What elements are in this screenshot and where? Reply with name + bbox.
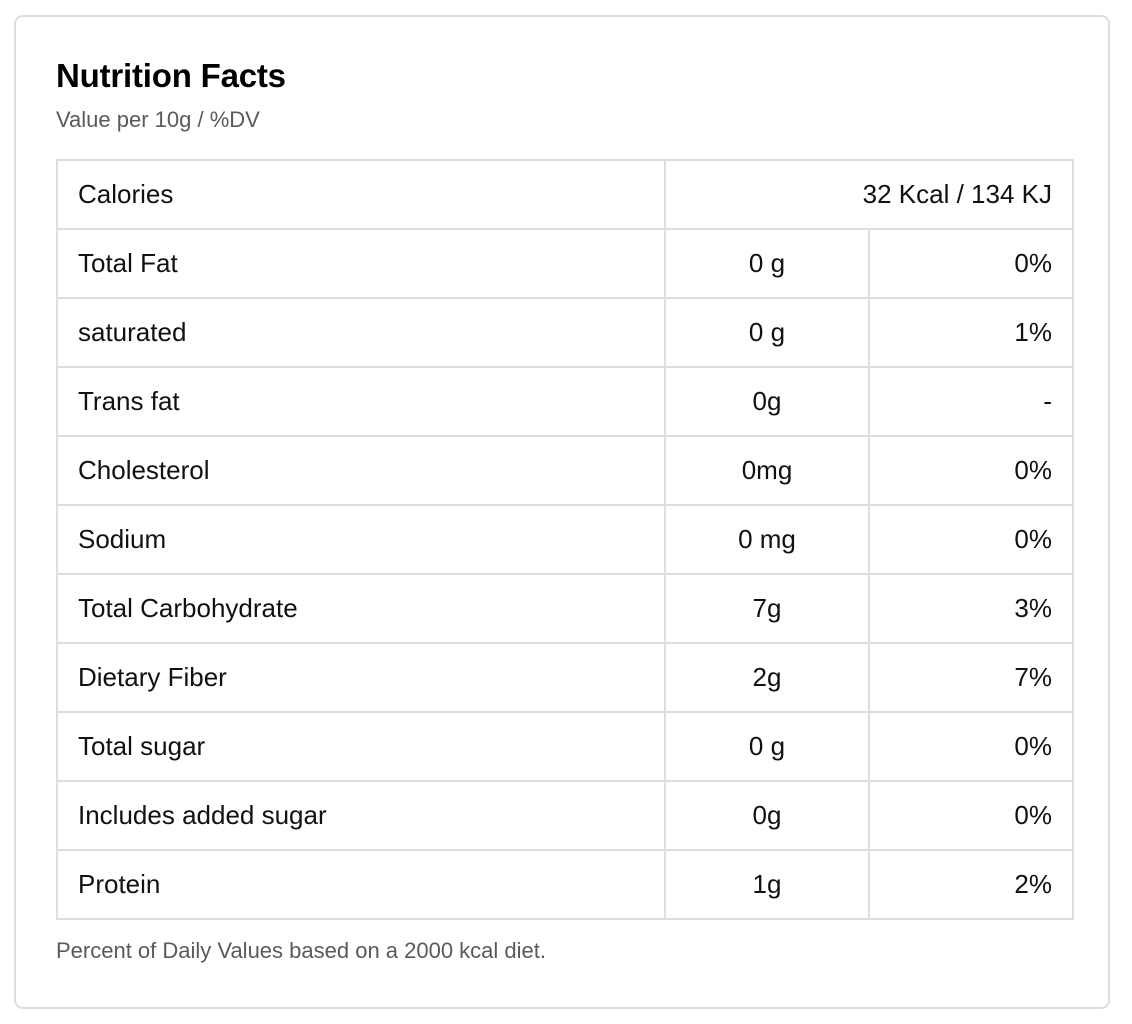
nutrient-name: Trans fat (56, 366, 666, 437)
nutrient-daily-value: 0% (868, 780, 1074, 851)
nutrient-amount: 7g (664, 573, 870, 644)
table-row: Includes added sugar 0g 0% (56, 780, 1074, 851)
nutrient-amount: 0 g (664, 297, 870, 368)
nutrient-daily-value: 0% (868, 504, 1074, 575)
table-row: Trans fat 0g - (56, 366, 1074, 437)
nutrient-name: Total Fat (56, 228, 666, 299)
nutrient-amount: 0g (664, 366, 870, 437)
calories-label: Calories (56, 159, 666, 230)
table-row: Total Carbohydrate 7g 3% (56, 573, 1074, 644)
nutrient-name: Total sugar (56, 711, 666, 782)
nutrient-daily-value: 1% (868, 297, 1074, 368)
nutrient-name: Sodium (56, 504, 666, 575)
nutrient-name: Cholesterol (56, 435, 666, 506)
nutrient-daily-value: 0% (868, 228, 1074, 299)
nutrition-card: Nutrition Facts Value per 10g / %DV Calo… (14, 15, 1110, 1009)
nutrient-name: Includes added sugar (56, 780, 666, 851)
nutrient-amount: 0mg (664, 435, 870, 506)
nutrient-daily-value: 0% (868, 435, 1074, 506)
nutrient-name: Dietary Fiber (56, 642, 666, 713)
nutrient-name: Total Carbohydrate (56, 573, 666, 644)
table-row: saturated 0 g 1% (56, 297, 1074, 368)
daily-value-footnote: Percent of Daily Values based on a 2000 … (56, 938, 547, 963)
table-row: Total Fat 0 g 0% (56, 228, 1074, 299)
table-row: Cholesterol 0mg 0% (56, 435, 1074, 506)
nutrient-amount: 0g (664, 780, 870, 851)
nutrient-amount: 0 g (664, 228, 870, 299)
nutrient-daily-value: 0% (868, 711, 1074, 782)
calories-value: 32 Kcal / 134 KJ (664, 159, 1074, 230)
nutrient-daily-value: 2% (868, 849, 1074, 920)
nutrient-amount: 0 g (664, 711, 870, 782)
nutrient-daily-value: - (868, 366, 1074, 437)
nutrient-amount: 2g (664, 642, 870, 713)
nutrition-table: Calories 32 Kcal / 134 KJ Total Fat 0 g 0%… (56, 159, 1074, 920)
nutrient-amount: 1g (664, 849, 870, 920)
nutrient-name: Protein (56, 849, 666, 920)
calories-row: Calories 32 Kcal / 134 KJ (56, 159, 1074, 230)
table-row: Sodium 0 mg 0% (56, 504, 1074, 575)
table-row: Total sugar 0 g 0% (56, 711, 1074, 782)
card-subtitle: Value per 10g / %DV (56, 107, 260, 132)
nutrient-daily-value: 3% (868, 573, 1074, 644)
card-title: Nutrition Facts (56, 57, 286, 94)
nutrient-name: saturated (56, 297, 666, 368)
table-row: Dietary Fiber 2g 7% (56, 642, 1074, 713)
nutrient-daily-value: 7% (868, 642, 1074, 713)
table-row: Protein 1g 2% (56, 849, 1074, 920)
nutrient-amount: 0 mg (664, 504, 870, 575)
